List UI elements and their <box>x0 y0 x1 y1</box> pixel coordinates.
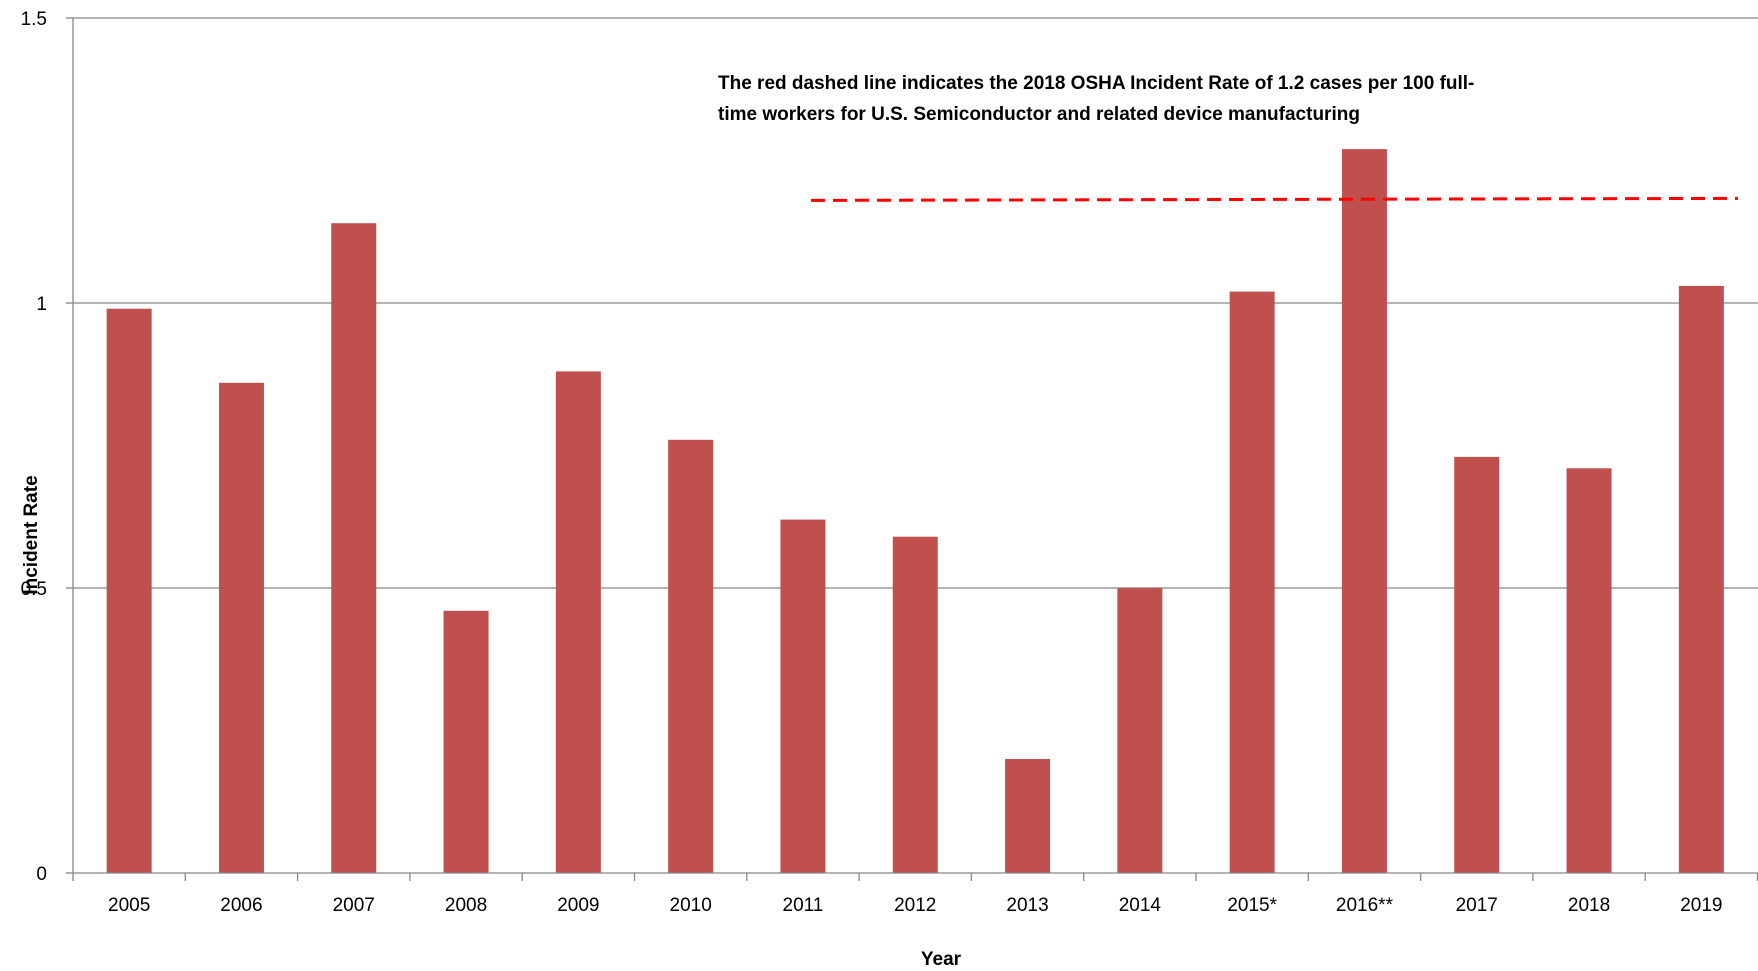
x-tick-label: 2016** <box>1336 895 1394 916</box>
bar <box>1005 759 1051 873</box>
bar <box>1678 285 1724 873</box>
x-tick-label: 2017 <box>1456 895 1498 916</box>
annotation-line-1: The red dashed line indicates the 2018 O… <box>718 73 1474 94</box>
x-tick-label: 2014 <box>1119 895 1162 916</box>
x-tick-label: 2007 <box>333 895 375 916</box>
x-tick-label: 2011 <box>783 895 824 916</box>
bar <box>1454 456 1500 873</box>
x-tick-label: 2013 <box>1006 895 1048 916</box>
x-tick-label: 2019 <box>1680 895 1722 916</box>
y-tick-label: 0.5 <box>21 579 47 600</box>
y-tick-label: 1.5 <box>21 9 47 30</box>
bar <box>218 382 264 873</box>
bar <box>106 308 152 873</box>
bar <box>1341 149 1387 874</box>
bar <box>892 536 938 873</box>
bar <box>1117 588 1163 873</box>
x-tick-label: 2009 <box>557 895 599 916</box>
reference-line-group <box>810 196 1739 202</box>
bar <box>780 519 826 873</box>
bar <box>1229 291 1275 874</box>
y-axis-title: Incident Rate <box>21 475 42 594</box>
bar <box>668 439 714 873</box>
x-tick-label: 2005 <box>108 895 150 916</box>
x-tick-label: 2012 <box>894 895 936 916</box>
x-tick-label: 2008 <box>445 895 487 916</box>
bar <box>443 610 489 873</box>
bar <box>555 371 601 873</box>
x-tick-label: 2015* <box>1227 895 1277 916</box>
x-tick-label: 2010 <box>670 895 712 916</box>
x-tick-label: 2018 <box>1568 895 1610 916</box>
x-tick-label: 2006 <box>220 895 262 916</box>
annotation-line-2: time workers for U.S. Semiconductor and … <box>718 104 1360 125</box>
y-tick-labels: 0 0.5 1 1.5 <box>21 9 47 885</box>
bar <box>1566 468 1612 873</box>
bars <box>106 149 1724 874</box>
bar <box>331 223 377 873</box>
y-tick-label: 1 <box>36 294 47 315</box>
y-tick-label: 0 <box>36 864 47 885</box>
x-tick-labels: 2005 2006 2007 2008 2009 2010 2011 2012 2013 2014… <box>108 895 1722 916</box>
reference-line <box>810 196 1739 202</box>
x-axis-title: Year <box>921 949 962 970</box>
